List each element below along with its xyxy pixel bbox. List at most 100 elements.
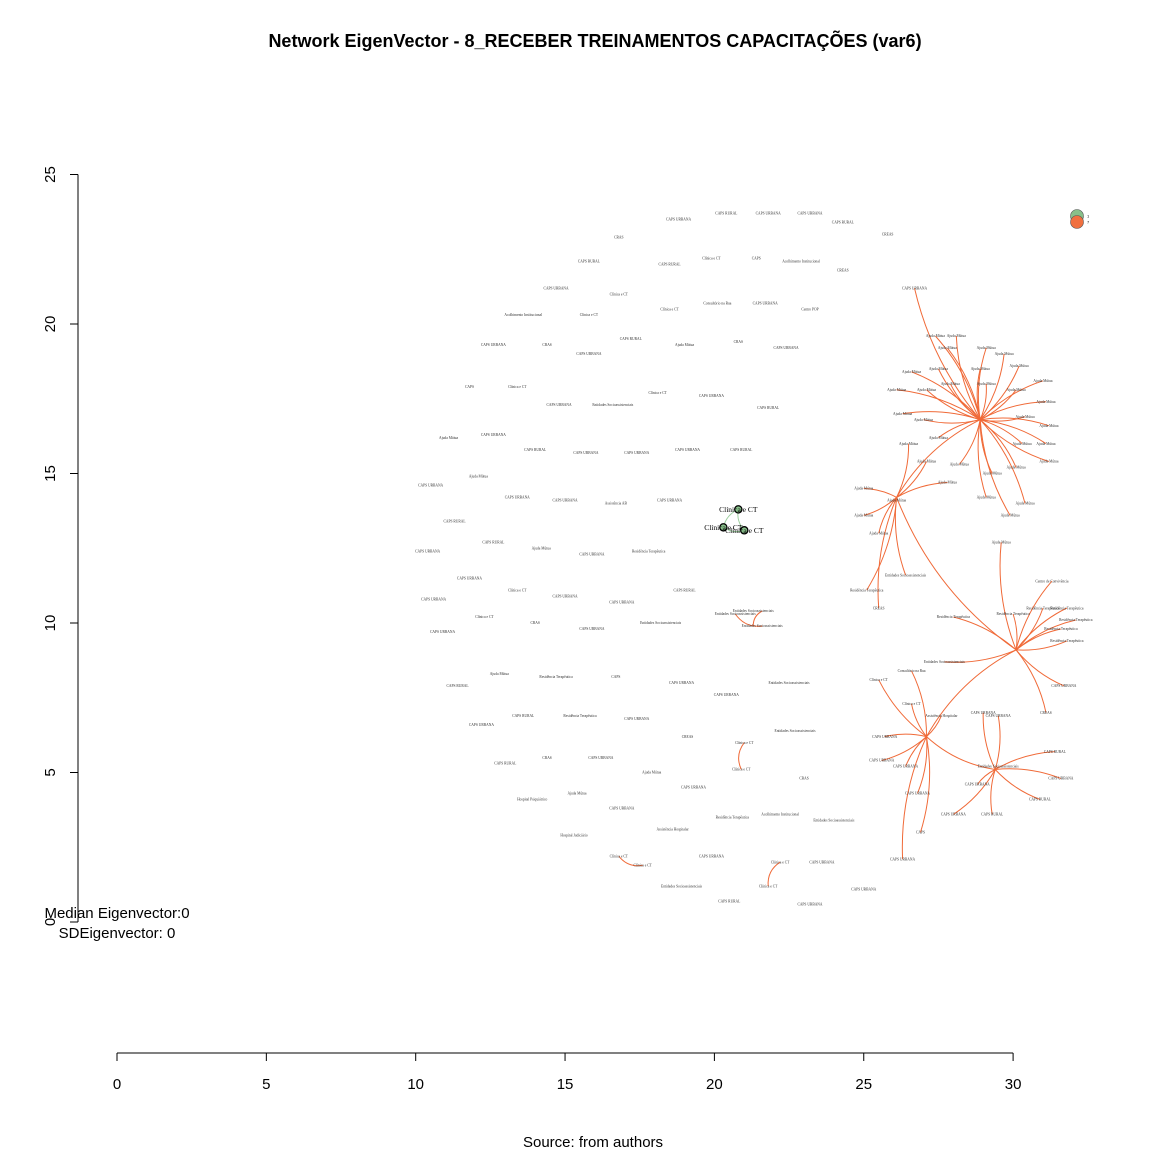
node-label: Ajuda Mútua: [1013, 442, 1032, 446]
node-label: CAPS URBANA: [573, 451, 598, 455]
node-label: CAPS URBANA: [902, 286, 927, 290]
network-edge: [935, 335, 981, 420]
node-label: Centro de Convivência: [1035, 579, 1069, 583]
y-tick-label: 5: [42, 768, 59, 776]
network-edge: [955, 335, 981, 420]
node-label: Entidades Socioassistenciais: [592, 403, 634, 407]
node-label: Ajuda Mútua: [1007, 466, 1026, 470]
node-label: Clínica e CT: [732, 768, 751, 772]
legend-swatch: [1070, 215, 1084, 229]
network-edge: [878, 679, 927, 738]
node-label: Ajuda Mútua: [1016, 502, 1035, 506]
node-label: Ajuda Mútua: [902, 370, 921, 374]
node-label: Assistência Hospitalar: [925, 714, 958, 718]
y-axis: 0 5 10 15 20 25: [42, 166, 79, 926]
hub-edge: [896, 497, 1017, 651]
edges-layer: [618, 287, 1076, 887]
network-edge: [994, 769, 1041, 800]
node-label: CAPS URBANA: [905, 792, 930, 796]
node-label: Clínica e CT: [580, 313, 599, 317]
node-label: CAPS URBANA: [756, 212, 781, 216]
node-label: Ajuda Mútua: [977, 346, 996, 350]
node-label: CAPS URBANA: [609, 807, 634, 811]
x-tick-label: 0: [113, 1076, 121, 1093]
node-label: Ajuda Mútua: [971, 367, 990, 371]
node-label: Consultório na Rua: [703, 301, 731, 305]
x-tick-label: 10: [407, 1076, 424, 1093]
node-label: Clínica e CT: [634, 863, 653, 867]
node-label: CAPS RURAL: [673, 588, 695, 592]
node-label: CAPS RURAL: [730, 448, 752, 452]
node-label: CAPS URBANA: [657, 499, 682, 503]
node-label: CAPS URBANA: [797, 212, 822, 216]
node-label: CAPS RURAL: [1044, 750, 1066, 754]
node-label: CAPS URBANA: [986, 714, 1011, 718]
legend-label: 1: [1087, 214, 1090, 219]
network-edge: [999, 542, 1017, 651]
network-edge: [979, 383, 987, 420]
node-label: Clínica e CT: [508, 385, 527, 389]
network-edge: [938, 419, 981, 439]
x-tick-label: 20: [706, 1076, 723, 1093]
network-edge: [979, 419, 1011, 516]
node-label: Ajuda Mútua: [1036, 400, 1055, 404]
hub-edge: [896, 419, 981, 498]
node-label: Ajuda Mútua: [1010, 364, 1029, 368]
network-edge: [767, 861, 781, 887]
node-label: Ajuda Mútua: [854, 487, 873, 491]
network-edge: [1012, 613, 1018, 650]
highlight-node: [719, 523, 728, 532]
node-label: Ajuda Mútua: [992, 540, 1011, 544]
network-edge: [881, 736, 927, 761]
x-tick-label: 15: [557, 1076, 574, 1093]
node-label: CAPS URBANA: [714, 693, 739, 697]
node-label: Clínica e CT: [648, 391, 667, 395]
node-label: CREAS: [873, 606, 885, 610]
node-label: CAPS URBANA: [457, 576, 482, 580]
network-edge: [976, 368, 981, 420]
node-label: Ajuda Mútua: [887, 499, 906, 503]
node-label: Acolhimento Institucional: [761, 813, 799, 817]
network-edge: [863, 497, 897, 516]
node-label: CAPS RURAL: [757, 406, 779, 410]
node-label: Ajuda Mútua: [917, 460, 936, 464]
node-label: Clínica e CT: [759, 884, 778, 888]
node-label: CAPS RURAL: [659, 262, 681, 266]
node-label: CAPS: [465, 385, 474, 389]
node-label: CREAS: [682, 735, 694, 739]
node-label: CAPS URBANA: [971, 711, 996, 715]
highlight-node-label: Clínica e CT: [725, 526, 764, 535]
node-label: CAPS RURAL: [981, 813, 1003, 817]
node-label: Ajuda Mútua: [490, 672, 509, 676]
node-label: CAPS RURAL: [578, 259, 600, 263]
x-tick-label: 5: [262, 1076, 270, 1093]
node-label: CAPS URBANA: [481, 433, 506, 437]
node-label: Ajuda Mútua: [947, 334, 966, 338]
network-edge: [884, 733, 927, 738]
node-label: CAPS URBANA: [965, 783, 990, 787]
node-label: Ajuda Mútua: [899, 442, 918, 446]
node-label: Clínica e CT: [610, 854, 629, 858]
network-edge: [977, 347, 987, 420]
node-label: CAPS RURAL: [446, 684, 468, 688]
network-edge: [979, 401, 1047, 421]
node-label: CREAS: [1040, 711, 1052, 715]
node-label: Hospital Judiciário: [560, 833, 587, 837]
x-tick-label: 25: [855, 1076, 872, 1093]
node-label: CAPS: [916, 831, 925, 835]
source-caption: Source: from authors: [523, 1134, 663, 1151]
network-edge: [877, 497, 898, 609]
node-label: Ajuda Mútua: [983, 472, 1002, 476]
node-label: CRAS: [614, 235, 623, 239]
node-label: CAPS URBANA: [669, 681, 694, 685]
node-label: Ajuda Mútua: [941, 382, 960, 386]
network-edge: [980, 419, 1047, 445]
node-label: Ajuda Mútua: [893, 412, 912, 416]
node-label: CAPS URBANA: [418, 484, 443, 488]
node-label: Residência Terapêutica: [716, 816, 750, 820]
network-edge: [905, 736, 927, 767]
network-edge: [953, 769, 996, 815]
node-label: CRAS: [542, 756, 551, 760]
node-label: Ajuda Mútua: [869, 532, 888, 536]
